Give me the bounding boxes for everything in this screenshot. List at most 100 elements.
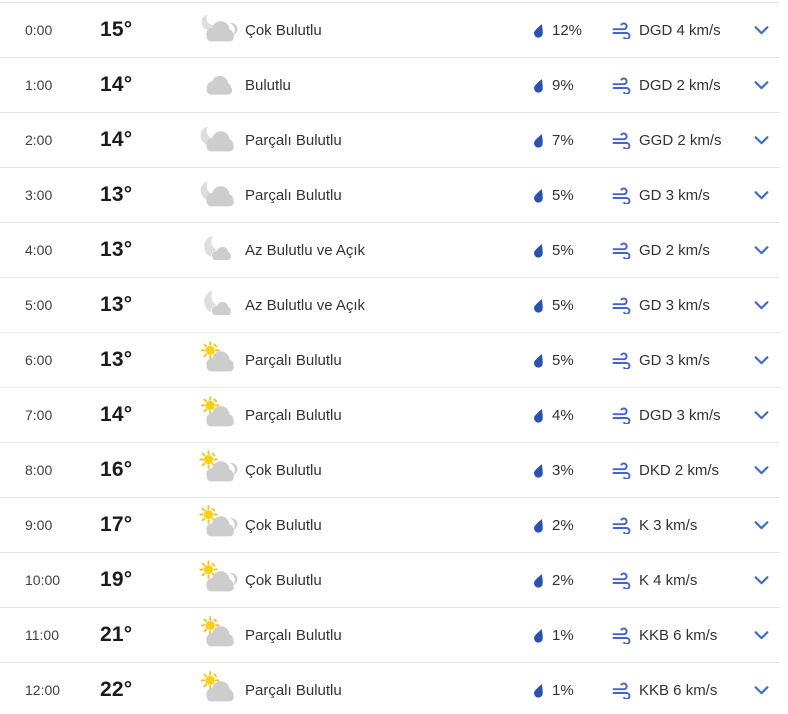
precipitation-value: 3% (552, 461, 574, 479)
raindrop-icon (533, 352, 545, 368)
expand-row-button[interactable] (742, 663, 780, 714)
wind-value: GD 3 km/s (639, 186, 710, 204)
weather-icon (198, 505, 245, 545)
precipitation-value: 2% (552, 571, 574, 589)
precipitation-value: 5% (552, 186, 574, 204)
weather-icon (198, 120, 245, 160)
expand-row-button[interactable] (742, 3, 780, 57)
condition-label: Parçalı Bulutlu (245, 406, 342, 424)
weather-icon (198, 340, 245, 380)
hourly-forecast-row[interactable]: 12:00 22° Parçalı Bulutlu 1% KKB 6 km/s (0, 663, 780, 714)
wind-value: DGD 2 km/s (639, 76, 721, 94)
expand-row-button[interactable] (742, 498, 780, 552)
wind-icon (612, 187, 631, 204)
wind-icon (612, 297, 631, 314)
wind-icon (612, 572, 631, 589)
time-label: 12:00 (25, 682, 61, 698)
weather-icon (198, 395, 245, 435)
weather-icon (198, 450, 245, 490)
time-label: 1:00 (25, 77, 53, 93)
raindrop-icon (533, 682, 545, 698)
temperature-value: 14° (100, 128, 133, 151)
time-label: 0:00 (25, 22, 53, 38)
chevron-down-icon (753, 77, 770, 94)
chevron-down-icon (753, 517, 770, 534)
hourly-forecast-row[interactable]: 5:00 13° Az Bulutlu ve Açık 5% GD 3 km/s (0, 278, 780, 333)
wind-value: K 4 km/s (639, 571, 698, 589)
temperature-value: 13° (100, 293, 133, 316)
expand-row-button[interactable] (742, 388, 780, 442)
condition-label: Parçalı Bulutlu (245, 131, 342, 149)
temperature-value: 22° (100, 678, 133, 701)
expand-row-button[interactable] (742, 278, 780, 332)
wind-icon (612, 352, 631, 369)
wind-icon (612, 22, 631, 39)
wind-value: GGD 2 km/s (639, 131, 722, 149)
expand-row-button[interactable] (742, 113, 780, 167)
wind-value: KKB 6 km/s (639, 626, 718, 644)
raindrop-icon (533, 572, 545, 588)
hourly-forecast-row[interactable]: 3:00 13° Parçalı Bulutlu 5% GD 3 km/s (0, 168, 780, 223)
condition-label: Bulutlu (245, 76, 291, 94)
time-label: 8:00 (25, 462, 53, 478)
time-label: 6:00 (25, 352, 53, 368)
hourly-forecast-row[interactable]: 6:00 13° Parçalı Bulutlu 5% GD 3 km/s (0, 333, 780, 388)
wind-value: GD 3 km/s (639, 351, 710, 369)
condition-label: Çok Bulutlu (245, 461, 322, 479)
time-label: 2:00 (25, 132, 53, 148)
wind-value: DKD 2 km/s (639, 461, 720, 479)
hourly-forecast-row[interactable]: 0:00 15° Çok Bulutlu 12% DGD 4 km/s (0, 3, 780, 58)
condition-label: Çok Bulutlu (245, 571, 322, 589)
wind-icon (612, 132, 631, 149)
hourly-forecast-row[interactable]: 11:00 21° Parçalı Bulutlu 1% KKB 6 km/s (0, 608, 780, 663)
expand-row-button[interactable] (742, 58, 780, 112)
hourly-forecast-row[interactable]: 8:00 16° Çok Bulutlu 3% DKD 2 km/s (0, 443, 780, 498)
condition-label: Az Bulutlu ve Açık (245, 241, 366, 259)
raindrop-icon (533, 242, 545, 258)
weather-icon (198, 175, 245, 215)
expand-row-button[interactable] (742, 333, 780, 387)
hourly-forecast-row[interactable]: 9:00 17° Çok Bulutlu 2% K 3 km/s (0, 498, 780, 553)
expand-row-button[interactable] (742, 168, 780, 222)
condition-label: Çok Bulutlu (245, 516, 322, 534)
condition-label: Az Bulutlu ve Açık (245, 296, 366, 314)
raindrop-icon (533, 132, 545, 148)
precipitation-value: 5% (552, 351, 574, 369)
precipitation-value: 4% (552, 406, 574, 424)
expand-row-button[interactable] (742, 608, 780, 662)
time-label: 4:00 (25, 242, 53, 258)
temperature-value: 16° (100, 458, 133, 481)
hourly-forecast-row[interactable]: 4:00 13° Az Bulutlu ve Açık 5% GD 2 km/s (0, 223, 780, 278)
temperature-value: 17° (100, 513, 133, 536)
hourly-forecast-row[interactable]: 7:00 14° Parçalı Bulutlu 4% DGD 3 km/s (0, 388, 780, 443)
chevron-down-icon (753, 22, 770, 39)
hourly-forecast-row[interactable]: 2:00 14° Parçalı Bulutlu 7% GGD 2 km/s (0, 113, 780, 168)
expand-row-button[interactable] (742, 443, 780, 497)
condition-label: Parçalı Bulutlu (245, 351, 342, 369)
time-label: 9:00 (25, 517, 53, 533)
wind-icon (612, 242, 631, 259)
expand-row-button[interactable] (742, 223, 780, 277)
temperature-value: 14° (100, 403, 133, 426)
raindrop-icon (533, 187, 545, 203)
hourly-forecast-row[interactable]: 1:00 14° Bulutlu 9% DGD 2 km/s (0, 58, 780, 113)
wind-value: GD 2 km/s (639, 241, 710, 259)
precipitation-value: 7% (552, 131, 574, 149)
chevron-down-icon (753, 187, 770, 204)
precipitation-value: 5% (552, 241, 574, 259)
weather-icon (198, 670, 245, 710)
wind-value: KKB 6 km/s (639, 681, 718, 699)
expand-row-button[interactable] (742, 553, 780, 607)
wind-icon (612, 682, 631, 699)
chevron-down-icon (753, 682, 770, 699)
precipitation-value: 1% (552, 681, 574, 699)
raindrop-icon (533, 462, 545, 478)
hourly-forecast-row[interactable]: 10:00 19° Çok Bulutlu 2% K 4 km/s (0, 553, 780, 608)
chevron-down-icon (753, 132, 770, 149)
time-label: 3:00 (25, 187, 53, 203)
precipitation-value: 5% (552, 296, 574, 314)
wind-icon (612, 77, 631, 94)
chevron-down-icon (753, 297, 770, 314)
